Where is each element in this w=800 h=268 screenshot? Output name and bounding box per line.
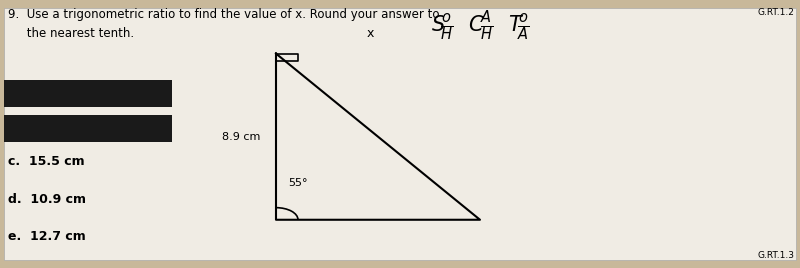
Text: G.RT.1.2: G.RT.1.2: [758, 8, 794, 17]
Bar: [4, 115, 172, 142]
Text: G.RT.1.3: G.RT.1.3: [758, 251, 794, 260]
Bar: [4, 80, 172, 107]
Text: e.  12.7 cm: e. 12.7 cm: [8, 230, 86, 244]
Text: d.  10.9 cm: d. 10.9 cm: [8, 193, 86, 206]
Text: c.  15.5 cm: c. 15.5 cm: [8, 155, 85, 169]
Text: $S\!\frac{o}{H}$  $C\!\frac{A}{H}$  $T\!\frac{o}{A}$: $S\!\frac{o}{H}$ $C\!\frac{A}{H}$ $T\!\f…: [430, 8, 530, 43]
FancyBboxPatch shape: [4, 8, 796, 260]
Text: 8.9 cm: 8.9 cm: [222, 132, 260, 142]
Text: 55°: 55°: [288, 178, 307, 188]
Text: x: x: [366, 27, 374, 40]
Text: 9.  Use a trigonometric ratio to find the value of x. Round your answer to
     : 9. Use a trigonometric ratio to find the…: [8, 8, 439, 40]
